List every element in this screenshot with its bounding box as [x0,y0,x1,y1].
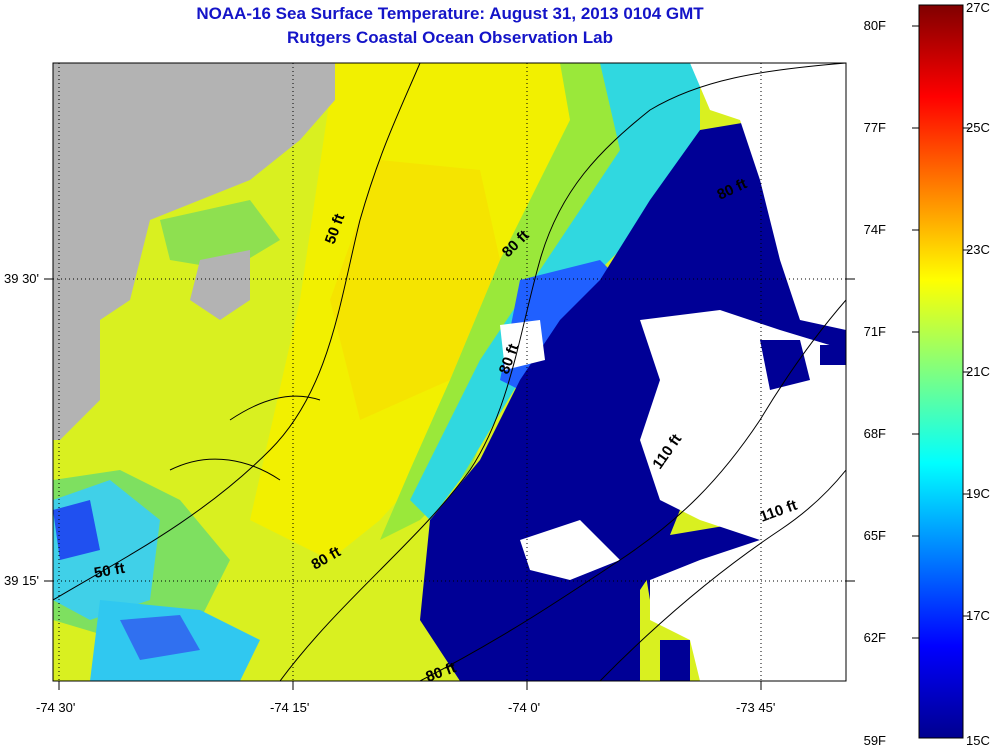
colorbar-label-80f: 80F [863,18,886,33]
colorbar-ticks [912,25,970,639]
no-data-east [640,310,846,681]
colorbar-label-25c: 25C [966,120,990,135]
map-frame [52,62,847,682]
land-bay-area [190,250,250,320]
cold-blob [760,340,810,390]
colorbar [918,4,964,739]
colorbar-label-68f: 68F [863,426,886,441]
map-gridlines [53,63,846,681]
y-tick-label-39-30: 39 30' [4,271,40,286]
colorbar-label-77f: 77F [863,120,886,135]
blue-patch-south [120,615,200,660]
colorbar-label-21c: 21C [966,364,990,379]
map-subtitle: Rutgers Coastal Ocean Observation Lab [287,28,613,47]
colorbar-label-71f: 71F [863,324,886,339]
colorbar-label-27c: 27C [966,0,990,15]
axis-ticks [44,278,855,690]
colorbar-label-74f: 74F [863,222,886,237]
colorbar-label-59f: 59F [863,733,886,748]
no-data-south [520,520,620,580]
x-tick-label-74-0: -74 0' [508,700,541,715]
colorbar-label-19c: 19C [966,486,990,501]
bathymetry-contours [53,63,846,681]
x-tick-label-74-30: -74 30' [36,700,76,715]
colorbar-label-17c: 17C [966,608,990,623]
x-tick-label-73-45: -73 45' [736,700,776,715]
warm-core-center [330,160,500,420]
land-new-jersey [53,63,335,440]
colorbar-label-15c: 15C [966,733,990,748]
colorbar-label-23c: 23C [966,242,990,257]
no-data-northeast [690,63,846,330]
cold-blob-south [660,640,690,681]
colorbar-label-65f: 65F [863,528,886,543]
map-title: NOAA-16 Sea Surface Temperature: August … [196,4,704,23]
sst-map-area [53,63,846,681]
y-tick-label-39-15: 39 15' [4,573,40,588]
colorbar-label-62f: 62F [863,630,886,645]
contour-label-50ft-south: 50 ft [93,560,126,582]
cold-blob-edge [820,345,846,365]
no-data-patch [500,320,545,370]
x-tick-label-74-15: -74 15' [270,700,310,715]
blue-patch-west [53,500,100,560]
